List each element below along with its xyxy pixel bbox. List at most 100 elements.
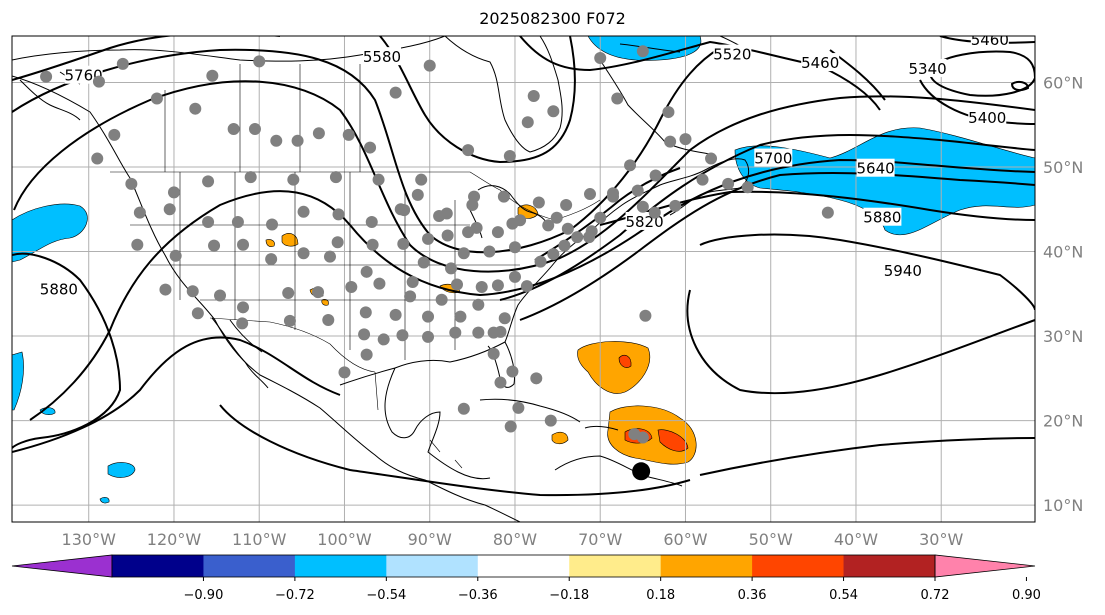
station-dot (639, 309, 652, 322)
contour-label-bg (970, 36, 1009, 49)
contour-label: 5880 (863, 209, 901, 227)
colorbar-tick-label: 0.18 (646, 588, 675, 603)
colorbar-segment (569, 555, 662, 577)
station-dot (244, 171, 257, 184)
border-state-grid-2 (130, 224, 520, 301)
station-dot (607, 187, 620, 200)
colorbar-tick-label: −0.54 (366, 588, 406, 603)
station-dot (150, 92, 163, 105)
station-dot (449, 326, 462, 339)
colorbar-tick-label: −0.72 (275, 588, 315, 603)
contour-south-1 (219, 404, 691, 497)
contour-label: 5460 (801, 54, 839, 72)
coastline-south-america (554, 455, 683, 487)
colorbar-tick-label: 0.72 (921, 588, 950, 603)
station-dot (631, 184, 644, 197)
station-dot (342, 128, 355, 141)
colorbar-tick-label: 0.90 (1012, 588, 1041, 603)
contour-5760 (12, 36, 280, 81)
station-dot (108, 128, 121, 141)
station-dot (133, 206, 146, 219)
station-dot (297, 205, 310, 218)
station-dot (372, 173, 385, 186)
station-dot (542, 219, 555, 232)
colorbar-segment (386, 555, 479, 577)
station-dot (237, 238, 250, 251)
station-dot (389, 86, 402, 99)
station-dot (497, 190, 510, 203)
station-dot (696, 173, 709, 186)
border-central-america (374, 371, 463, 469)
station-dot (679, 133, 692, 146)
station-markers (40, 45, 834, 444)
station-dot (265, 253, 278, 266)
coastline-hudson-bay (444, 36, 563, 153)
station-dot (560, 199, 573, 212)
station-dot (624, 159, 637, 172)
station-dot (550, 211, 563, 224)
positive-anomaly-caribbean (607, 405, 697, 465)
station-dot (547, 105, 560, 118)
station-dot (491, 226, 504, 239)
station-dot (583, 188, 596, 201)
station-dot (186, 285, 199, 298)
lat-tick-label: 40°N (1043, 243, 1083, 262)
station-dot (397, 237, 410, 250)
station-dot (323, 250, 336, 263)
colorbar-tick-label: −0.90 (184, 588, 224, 603)
positive-anomaly-rockies1 (281, 233, 299, 247)
station-dot (360, 265, 373, 278)
station-dot (297, 247, 310, 260)
station-dot (406, 275, 419, 288)
station-dot (208, 239, 221, 252)
lat-tick-label: 20°N (1043, 412, 1083, 431)
station-dot (396, 329, 409, 342)
contour-label: 5340 (908, 60, 946, 78)
station-dot (514, 214, 527, 227)
lon-tick-label: 30°W (919, 530, 963, 549)
contour-label-bg (968, 107, 1007, 126)
station-dot (40, 70, 53, 83)
colorbar-segment (203, 555, 296, 577)
colorbar-segment (752, 555, 845, 577)
positive-anomaly-cuba (551, 431, 569, 445)
station-dot (594, 51, 607, 64)
colorbar-segment (112, 555, 204, 577)
colorbar (11, 554, 1036, 578)
station-dot (202, 175, 215, 188)
station-dot (312, 286, 325, 299)
station-dot (558, 239, 571, 252)
colorbar-segment (477, 555, 570, 577)
coastline-hispaniola (584, 426, 619, 431)
station-dot (227, 122, 240, 135)
station-dot (722, 177, 735, 190)
contour-5700 (499, 134, 1035, 301)
contour-label: 5640 (856, 160, 894, 178)
station-dot (131, 238, 144, 251)
station-dot (472, 326, 485, 339)
station-dot (648, 206, 661, 219)
station-dot (423, 59, 436, 72)
station-dot (506, 365, 519, 378)
border-state-grid-1 (179, 172, 456, 360)
lon-tick-label: 60°W (663, 530, 707, 549)
station-dot (561, 222, 574, 235)
station-dot (360, 348, 373, 361)
contour-5580 (379, 36, 576, 164)
station-dot (705, 152, 718, 165)
border-canada-provinces (164, 64, 361, 172)
contour-5880-west (12, 252, 122, 449)
coastline-baja (211, 317, 269, 389)
station-dot (468, 190, 481, 203)
longitude-tick-labels: 130°W 120°W 110°W 100°W 90°W 80°W 70°W 60°W 50°W… (62, 530, 964, 549)
contour-label-bg (754, 148, 793, 167)
colorbar-extend-high (934, 554, 1036, 578)
coastline-cuba (479, 398, 581, 423)
colorbar-tick-label: 0.36 (738, 588, 767, 603)
station-dot (322, 313, 335, 326)
station-dot (435, 293, 448, 306)
contour-label: 5700 (754, 150, 792, 168)
lon-tick-label: 80°W (493, 530, 537, 549)
